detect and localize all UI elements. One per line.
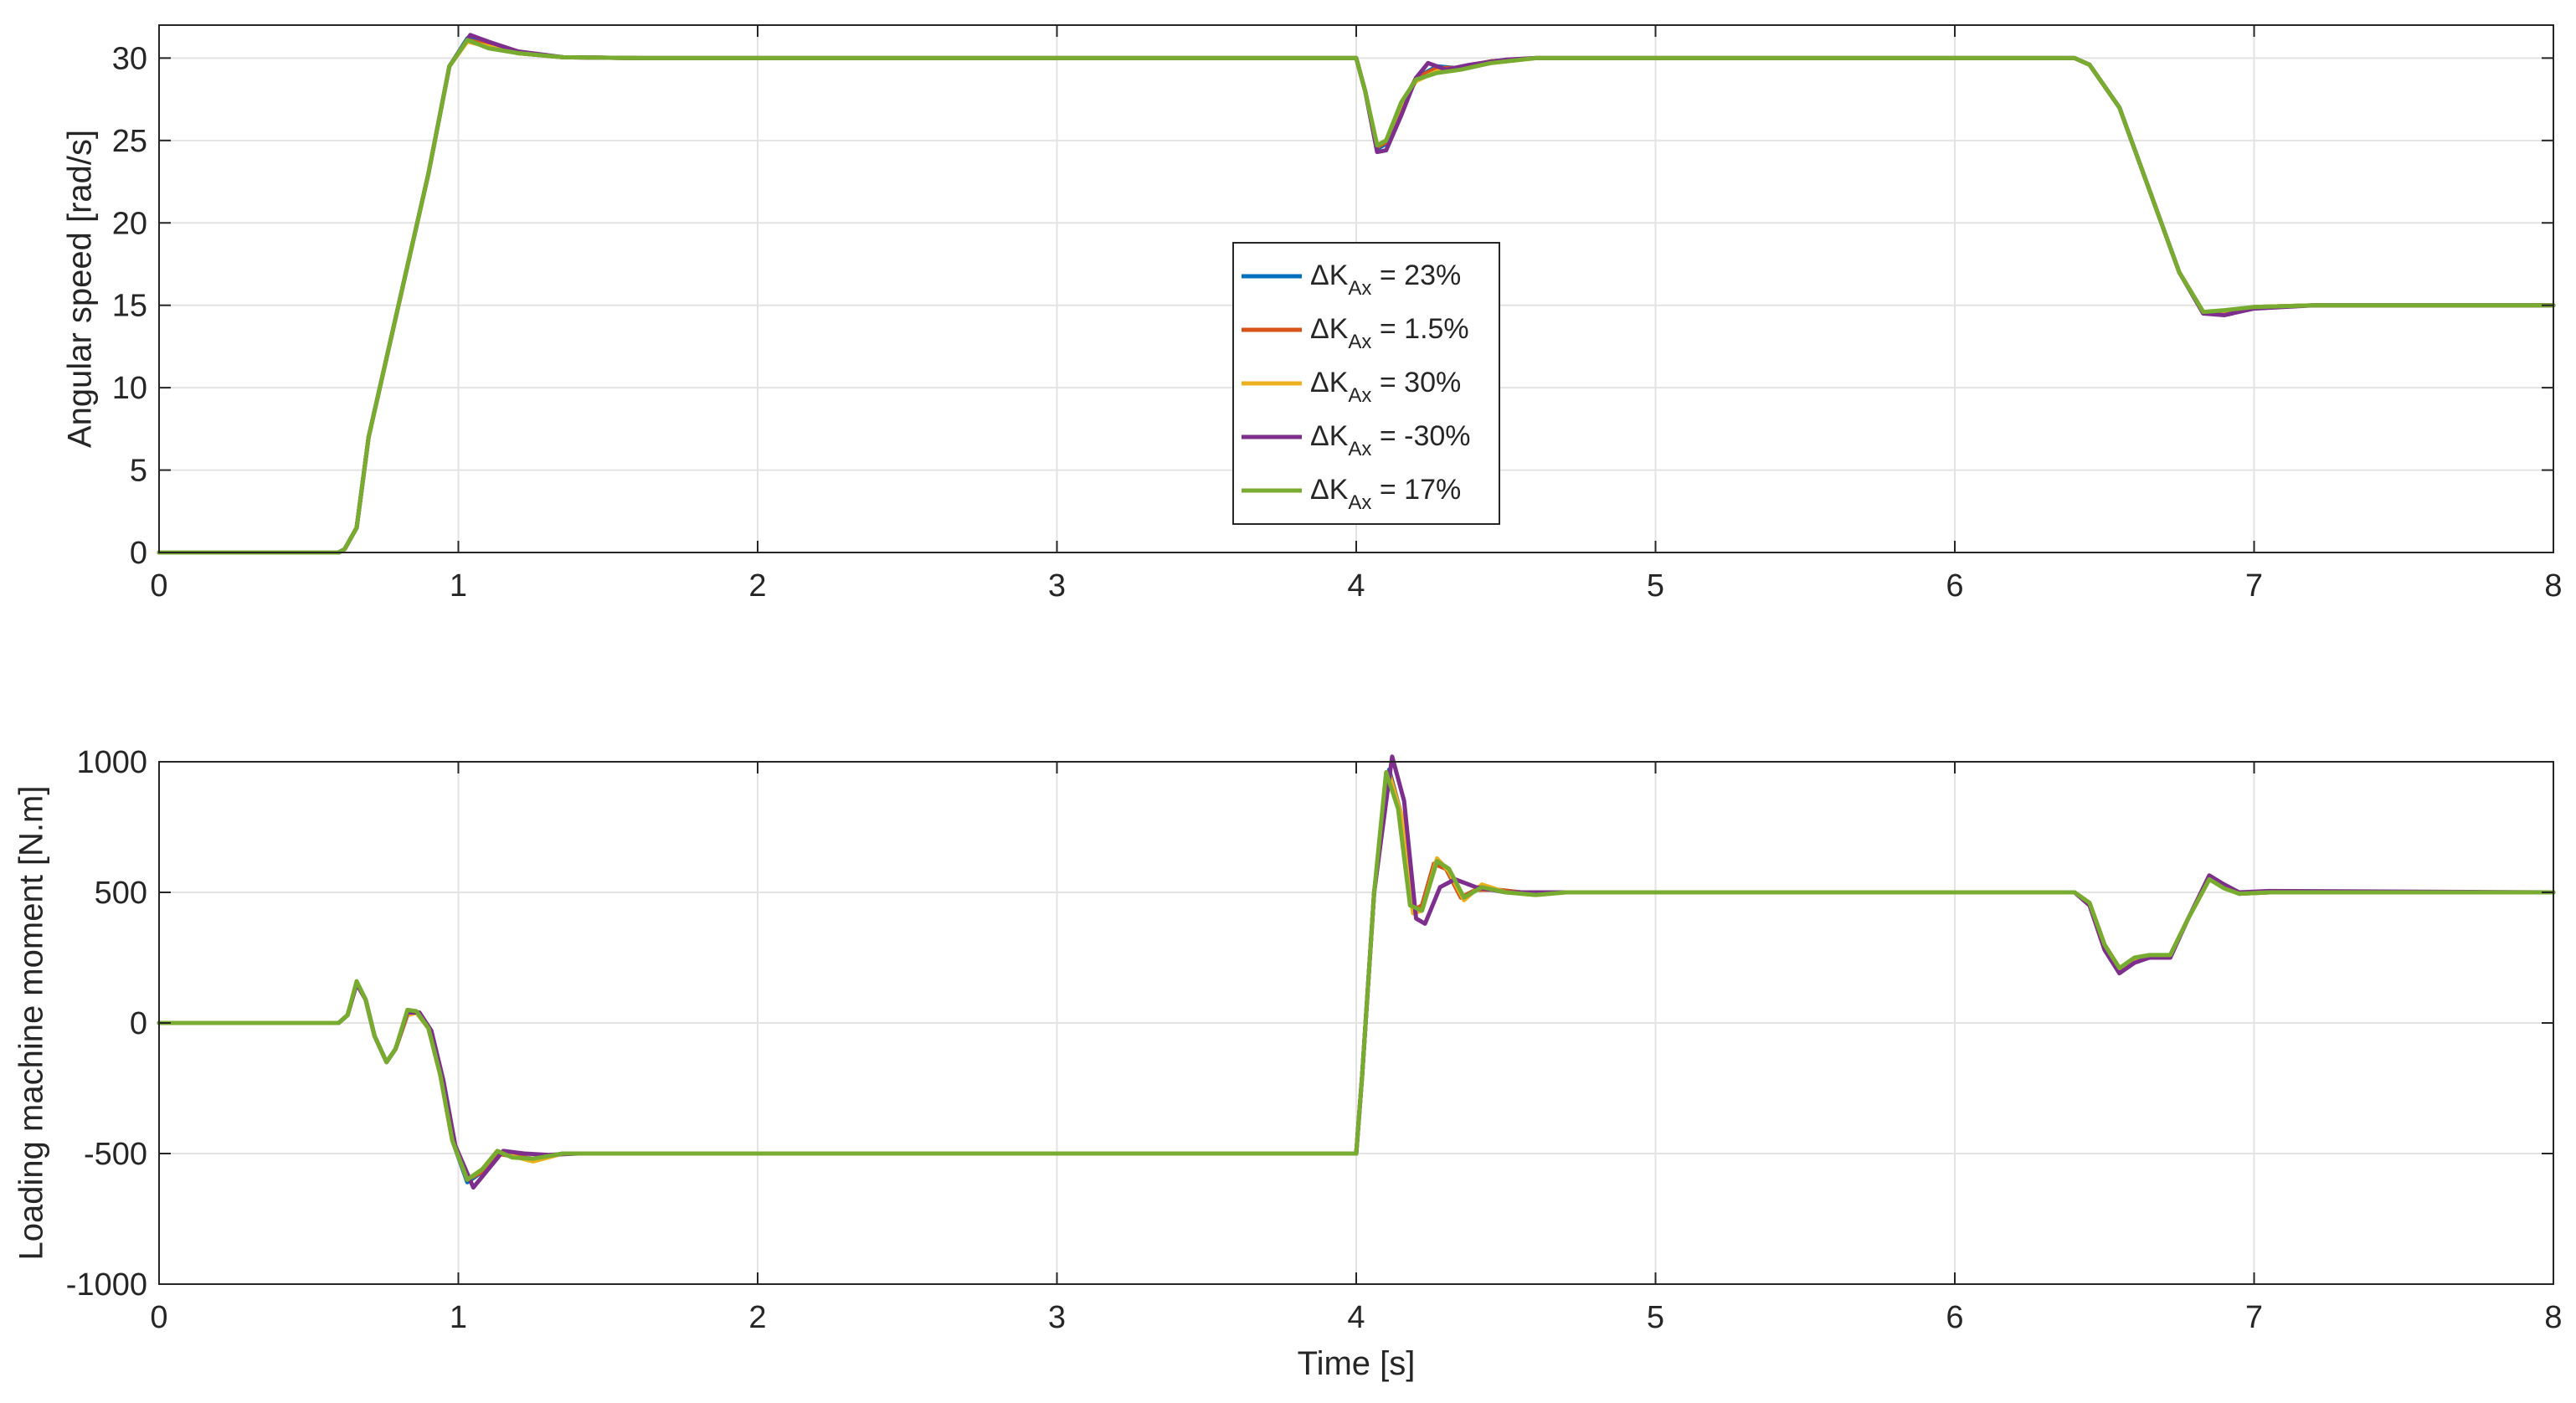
moment-y-axis-label: Loading machine moment [N.m] — [13, 786, 50, 1261]
speed-plot: 0 1 2 3 4 5 6 7 8 0 5 10 15 20 25 30 Angular speed [rad… — [62, 24, 2563, 604]
speed-y-tick-label: 10 — [112, 371, 147, 406]
speed-x-tick-label: 4 — [1347, 568, 1365, 604]
moment-x-tick-label: 2 — [748, 1300, 766, 1335]
moment-plot: 0 1 2 3 4 5 6 7 8 -1000 -500 0 500 1000 Time [s] Load… — [13, 745, 2563, 1382]
speed-legend: ΔKAx = 23% ΔKAx = 1.5% ΔKAx = 30% ΔKAx = -3… — [1232, 242, 1500, 525]
speed-x-tick-label: 7 — [2245, 568, 2263, 604]
moment-x-axis-label: Time [s] — [1298, 1345, 1416, 1382]
moment-x-tick-label: 8 — [2544, 1300, 2562, 1335]
moment-series-line-4 — [157, 770, 2556, 1182]
moment-x-tick-label: 5 — [1647, 1300, 1664, 1335]
moment-x-tick-label: 4 — [1347, 1300, 1365, 1335]
moment-x-tick-label: 7 — [2245, 1300, 2263, 1335]
speed-series-line-4 — [157, 38, 2556, 555]
speed-ticks: 0 1 2 3 4 5 6 7 8 0 5 10 15 20 25 30 — [112, 25, 2563, 604]
speed-x-tick-label: 0 — [150, 568, 167, 604]
moment-x-tick-label: 3 — [1048, 1300, 1066, 1335]
moment-y-tick-label: 500 — [95, 876, 147, 911]
legend-entry-4: ΔKAx = 17% — [1310, 474, 1461, 514]
moment-series-group — [157, 754, 2556, 1190]
speed-y-axis-label: Angular speed [rad/s] — [62, 130, 99, 448]
speed-y-tick-label: 20 — [112, 206, 147, 241]
speed-y-tick-label: 0 — [130, 536, 147, 571]
legend-entry-3: ΔKAx = -30% — [1310, 420, 1471, 460]
legend-entry-0: ΔKAx = 23% — [1310, 260, 1461, 300]
moment-y-tick-label: 1000 — [76, 745, 147, 780]
legend-entry-2: ΔKAx = 30% — [1310, 367, 1461, 407]
speed-x-tick-label: 1 — [450, 568, 467, 604]
speed-y-tick-label: 15 — [112, 289, 147, 324]
speed-y-tick-label: 30 — [112, 41, 147, 76]
speed-y-tick-label: 5 — [130, 454, 147, 489]
speed-x-tick-label: 8 — [2544, 568, 2562, 604]
moment-x-tick-label: 0 — [150, 1300, 167, 1335]
speed-x-tick-label: 5 — [1647, 568, 1664, 604]
moment-y-tick-label: 0 — [130, 1006, 147, 1041]
speed-series-group — [157, 33, 2556, 555]
moment-x-tick-label: 6 — [1946, 1300, 1963, 1335]
speed-x-tick-label: 6 — [1946, 568, 1963, 604]
speed-x-tick-label: 3 — [1048, 568, 1066, 604]
legend-entry-1: ΔKAx = 1.5% — [1310, 313, 1469, 353]
moment-ticks: 0 1 2 3 4 5 6 7 8 -1000 -500 0 500 1000 — [66, 745, 2563, 1335]
moment-y-tick-label: -1000 — [66, 1267, 147, 1303]
speed-y-tick-label: 25 — [112, 124, 147, 159]
speed-x-tick-label: 2 — [748, 568, 766, 604]
moment-x-tick-label: 1 — [450, 1300, 467, 1335]
moment-y-tick-label: -500 — [84, 1137, 147, 1172]
